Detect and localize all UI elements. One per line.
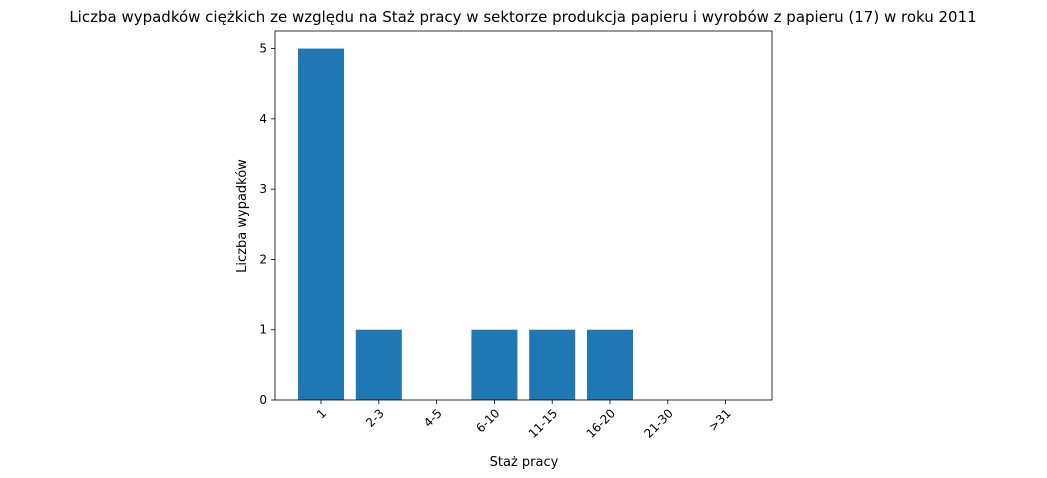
bar-2-3 [355,329,402,400]
plot-area: 0 1 2 3 4 5 1 2-3 4-5 6-10 11-15 16-20 21-30 >31 [259,30,773,441]
y-tick-label: 2 [259,252,267,266]
y-tick-label: 5 [259,42,267,56]
y-tick-label: 1 [259,323,267,337]
bar-11-15 [529,329,576,400]
chart-title: Liczba wypadków ciężkich ze względu na S… [69,8,976,26]
y-tick-label: 0 [259,393,267,407]
x-axis-label: Staż pracy [490,455,559,470]
x-tick-label: 11-15 [526,406,561,441]
plot-frame [274,30,773,401]
y-tick-label: 4 [259,112,267,126]
x-tick-label: 4-5 [421,406,445,430]
x-tick-label: 16-20 [584,406,619,441]
bar-16-20 [587,329,633,400]
y-axis-label: Liczba wypadków [235,159,250,273]
y-tick-label: 3 [259,182,267,196]
bar-6-10 [471,329,518,400]
x-tick-label: >31 [706,406,734,434]
bar-1 [298,48,344,400]
x-tick-label: 1 [314,406,329,421]
x-tick-label: 21-30 [641,406,676,441]
x-tick-label: 6-10 [473,406,502,435]
x-tick-label: 2-3 [363,406,387,430]
